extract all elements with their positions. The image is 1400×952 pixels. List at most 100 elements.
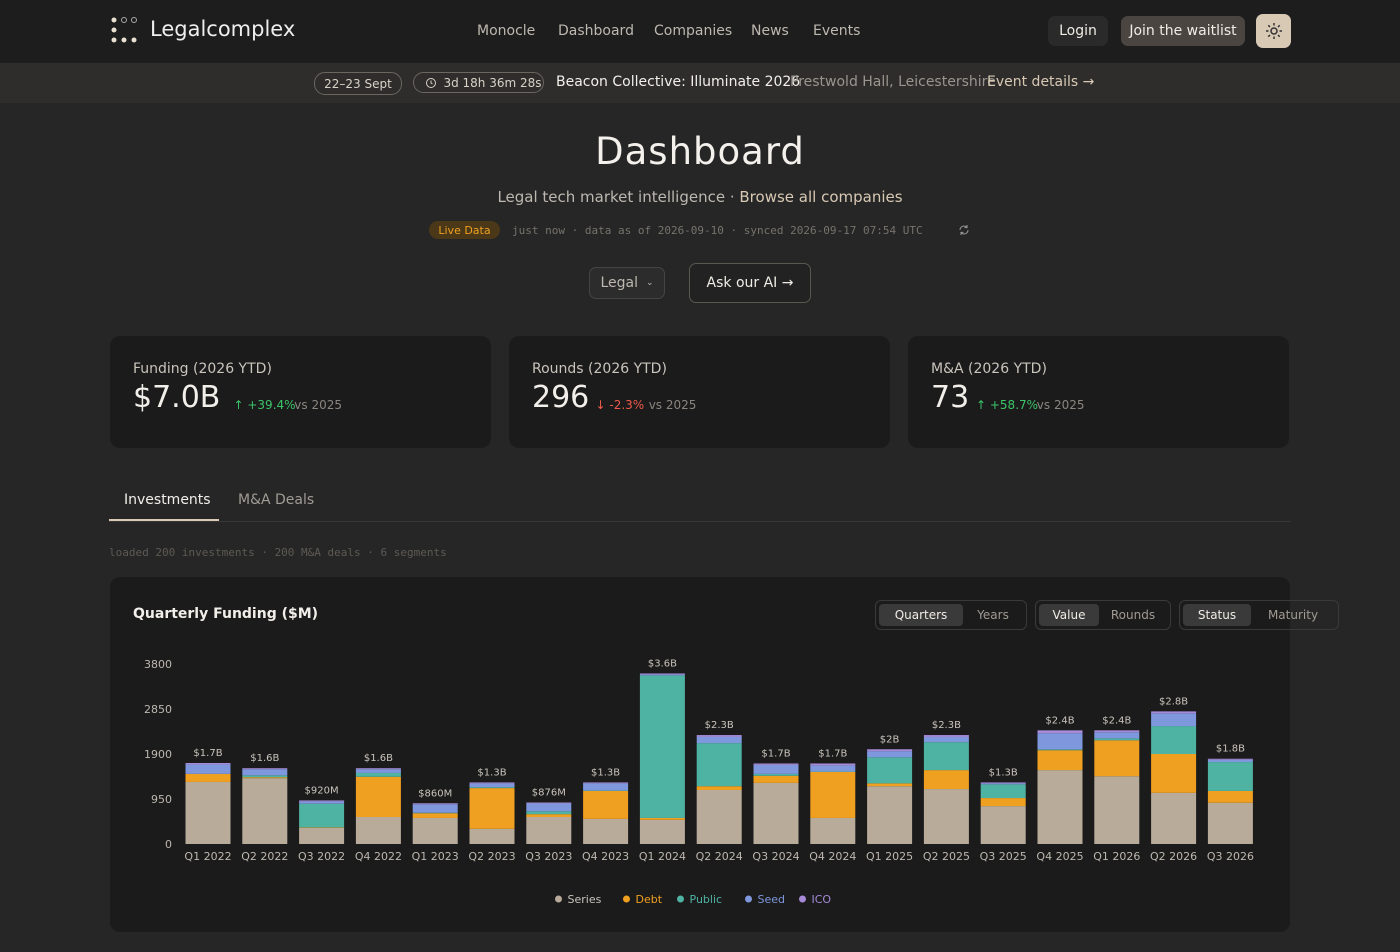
segment-select[interactable]: Legal ⌄ (589, 267, 665, 299)
y-tick-label: 0 (165, 838, 172, 851)
bar-segment (753, 773, 799, 776)
nav-link[interactable]: News (751, 23, 789, 39)
toggle-option[interactable]: Years (977, 608, 1009, 622)
x-tick-label: Q3 2025 (980, 850, 1027, 863)
total-label: $1.6B (364, 753, 393, 764)
bar-segment (639, 817, 685, 820)
bar-segment (526, 811, 572, 815)
total-label: $2.4B (1045, 715, 1074, 726)
bar-segment (526, 802, 572, 804)
bar-segment (1207, 758, 1253, 760)
bar-segment (867, 751, 913, 758)
bar-segment (185, 781, 231, 844)
tab[interactable]: Investments (124, 492, 211, 508)
x-tick-label: Q2 2026 (1150, 850, 1197, 863)
y-tick-label: 2850 (144, 703, 172, 716)
bar-segment (583, 782, 629, 784)
total-label: $1.7B (193, 748, 222, 759)
refresh-icon[interactable] (958, 224, 970, 236)
stat-compare: vs 2025 (648, 398, 697, 412)
tab[interactable]: M&A Deals (238, 492, 315, 508)
chart: 0 950 1900 2850 3800 $1.7B Q1 2022 $1.6B Q2 2022… (144, 658, 1254, 906)
event-link[interactable]: Event details → (987, 74, 1095, 90)
nav-link[interactable]: Dashboard (558, 23, 634, 39)
login-button[interactable]: Login (1048, 16, 1108, 46)
bar-segment (753, 763, 799, 765)
nav-link[interactable]: Companies (654, 23, 733, 39)
bar-segment (1037, 733, 1083, 750)
stat-card (908, 336, 1289, 448)
legend-label: Series (568, 893, 602, 906)
bar-segment (1151, 754, 1197, 793)
stat-label: Rounds (2026 YTD) (532, 361, 667, 377)
page-title: Dashboard (595, 130, 805, 173)
bar-segment (1037, 749, 1083, 751)
toggle-option[interactable]: Value (1039, 604, 1099, 626)
subtitle-text: Legal tech market intelligence · (497, 188, 735, 206)
nav-link[interactable]: Monocle (477, 23, 536, 39)
legend-swatch (799, 895, 806, 903)
stat-card (110, 336, 491, 448)
x-tick-label: Q2 2025 (923, 850, 970, 863)
bar-segment (412, 804, 458, 813)
total-label: $2.3B (932, 720, 961, 731)
companies-link[interactable]: Browse all companies (739, 188, 903, 206)
bar-segment (355, 776, 401, 817)
bar-segment (1207, 762, 1253, 791)
total-label: $2B (880, 734, 900, 745)
live-badge: Live Data (429, 221, 500, 239)
bar-segment (639, 819, 685, 844)
legend-label: Public (690, 893, 723, 906)
bar-segment (753, 782, 799, 844)
total-label: $3.6B (648, 658, 677, 669)
toggle-option[interactable]: Quarters (879, 604, 963, 626)
bar-segment (469, 783, 515, 788)
y-tick-label: 3800 (144, 658, 172, 671)
bar-segment (299, 800, 345, 802)
nav-link[interactable]: Events (813, 23, 861, 39)
toggle-option[interactable]: Status (1183, 604, 1251, 626)
stat-label: M&A (2026 YTD) (931, 361, 1047, 377)
stat-compare: vs 2025 (294, 398, 343, 412)
x-tick-label: Q1 2024 (639, 850, 686, 863)
ask-ai-button[interactable]: Ask our AI → (689, 263, 811, 303)
total-label: $2.3B (705, 720, 734, 731)
bar-segment (753, 764, 799, 774)
bar-segment (1094, 730, 1140, 733)
bar-segment (980, 784, 1026, 799)
theme-toggle[interactable] (1256, 14, 1291, 48)
bar-segment (1037, 750, 1083, 771)
bar-segment (1151, 713, 1197, 727)
total-label: $2.8B (1159, 696, 1188, 707)
y-tick-label: 950 (151, 793, 172, 806)
event-name: Beacon Collective: Illuminate 2026 (556, 74, 801, 90)
toggle-option[interactable]: Rounds (1110, 608, 1156, 622)
sync-meta: just now · data as of 2026-09-10 · synce… (512, 224, 923, 237)
bar-segment (1207, 759, 1253, 763)
brand[interactable]: Legalcomplex (150, 17, 296, 41)
total-label: $1.3B (989, 767, 1018, 778)
bar-segment (867, 786, 913, 844)
bar-segment (810, 817, 856, 844)
bar-segment (923, 742, 969, 771)
x-tick-label: Q4 2024 (809, 850, 856, 863)
bar-segment (242, 775, 288, 778)
legend-label: Seed (758, 893, 786, 906)
bar-segment (355, 768, 401, 770)
bar-segment (923, 789, 969, 844)
toggle-option[interactable]: Maturity (1267, 608, 1319, 622)
waitlist-button[interactable]: Join the waitlist (1121, 16, 1245, 46)
x-tick-label: Q4 2025 (1036, 850, 1083, 863)
x-tick-label: Q4 2023 (582, 850, 629, 863)
legend-label: Debt (636, 893, 663, 906)
bar-segment (1151, 726, 1197, 754)
bar-segment (639, 674, 685, 676)
legend-swatch (745, 895, 752, 903)
stat-change: ↓ -2.3% (595, 398, 645, 412)
stat-change: ↑ +39.4% (233, 398, 296, 412)
bar-segment (980, 783, 1026, 785)
bar-segment (583, 783, 629, 791)
bar-segment (867, 757, 913, 784)
bar-segment (696, 790, 742, 844)
